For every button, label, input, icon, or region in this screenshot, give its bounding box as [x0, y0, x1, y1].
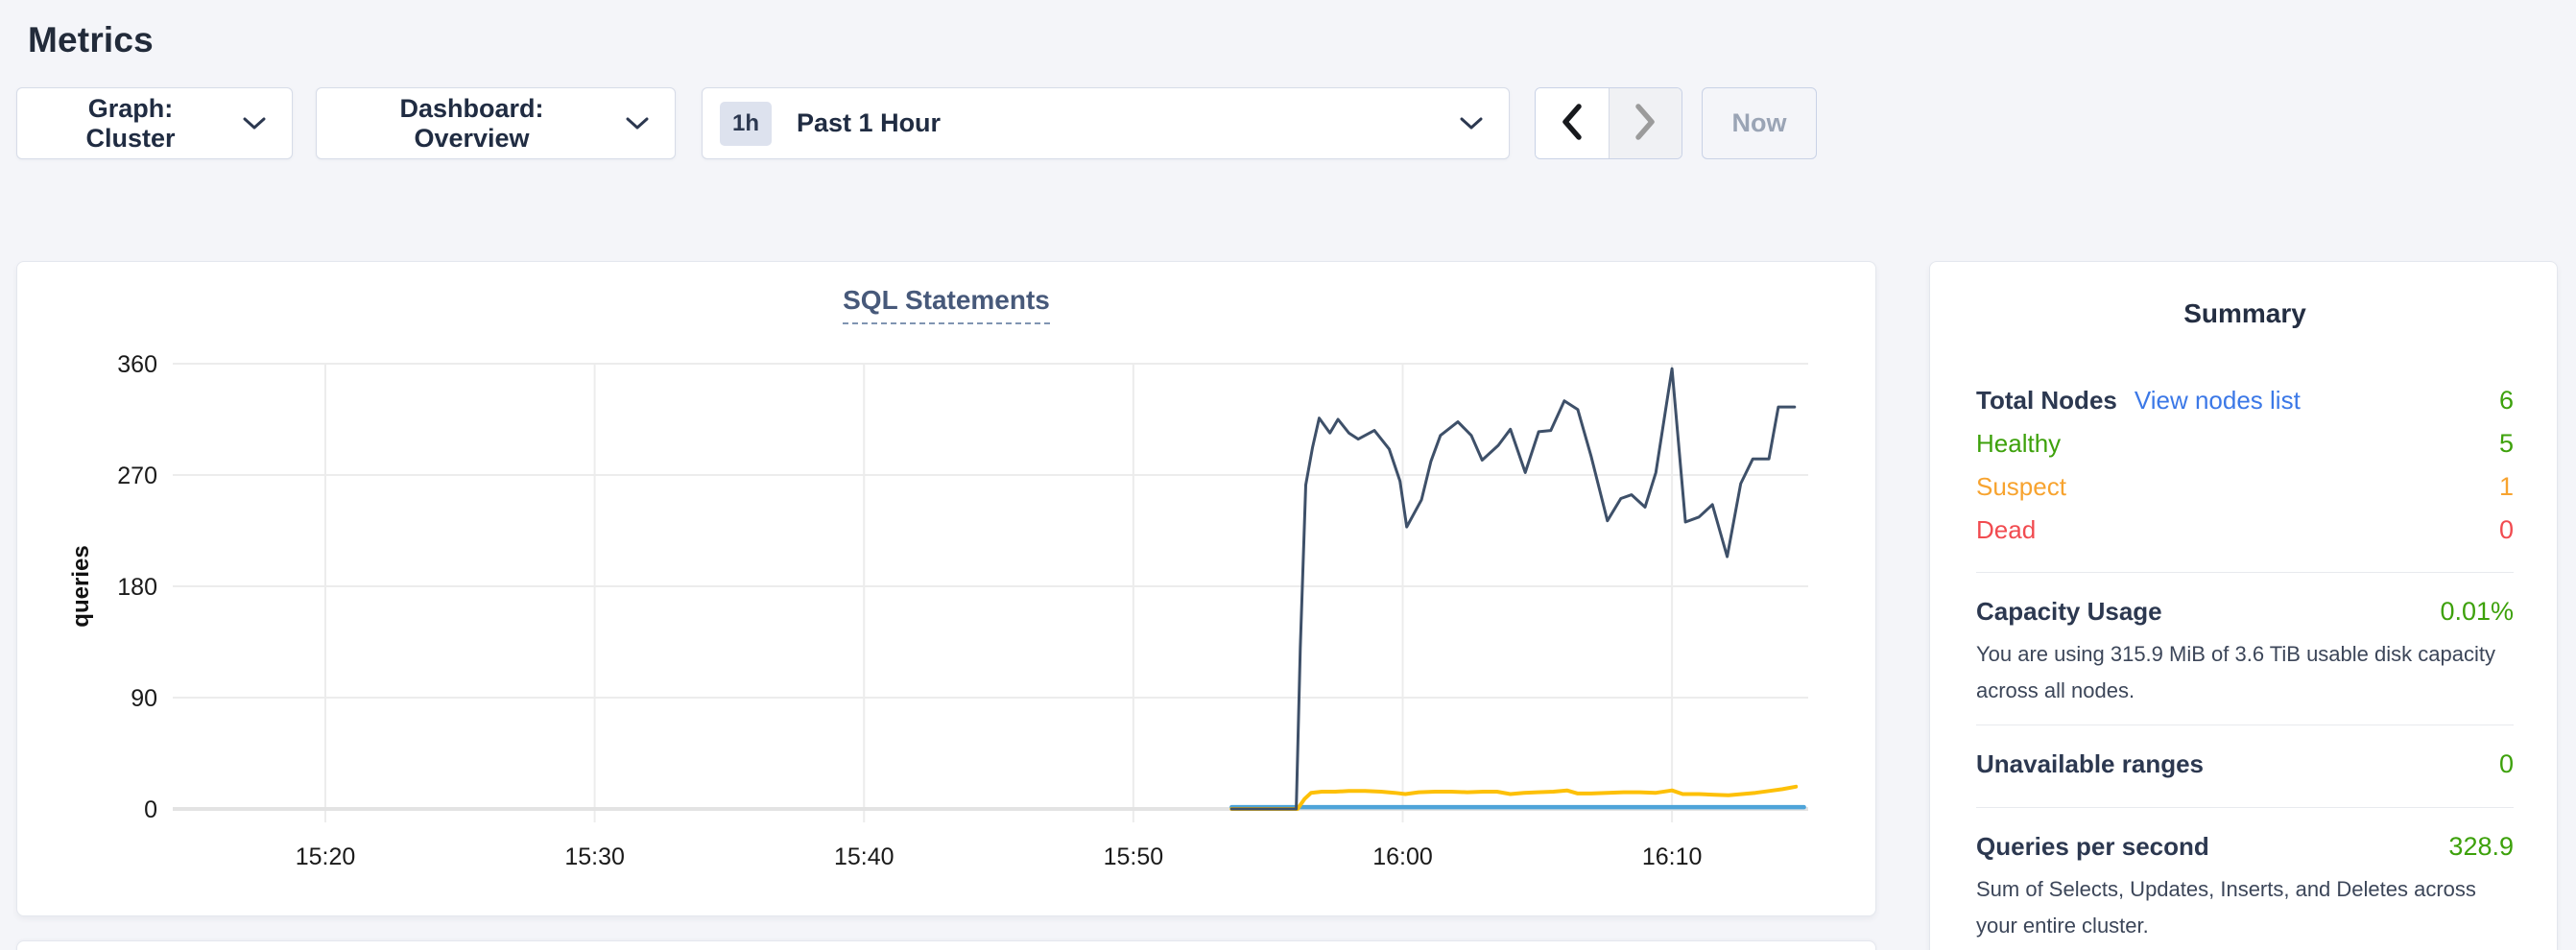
- queries-per-second-label: Queries per second: [1976, 832, 2209, 861]
- x-tick-label: 16:00: [1372, 843, 1433, 870]
- time-range-label: Past 1 Hour: [797, 108, 942, 137]
- y-tick-label: 180: [117, 574, 157, 601]
- chart-title-wrap: SQL Statements: [17, 285, 1875, 324]
- y-tick-label: 270: [117, 463, 157, 489]
- capacity-usage-label: Capacity Usage: [1976, 597, 2162, 626]
- sql-statements-chart-card: SQL Statements 15:20 15:30 15:40 15:50 16:00…: [16, 261, 1876, 916]
- suspect-value: 1: [2498, 472, 2514, 501]
- x-tick-label: 15:50: [1104, 843, 1164, 870]
- total-nodes-label: Total Nodes: [1976, 386, 2117, 415]
- capacity-usage-value: 0.01%: [2440, 597, 2514, 626]
- time-window-pager: [1535, 87, 1682, 159]
- summary-sidebar: Summary Total Nodes View nodes list 6 He…: [1929, 261, 2558, 950]
- chevron-left-icon: [1560, 102, 1585, 145]
- summary-title: Summary: [2183, 298, 2306, 328]
- x-tick-label: 15:40: [834, 843, 894, 870]
- y-tick-label: 360: [117, 351, 157, 378]
- dashboard-dropdown[interactable]: Dashboard: Overview: [316, 87, 676, 159]
- suspect-label: Suspect: [1976, 472, 2066, 501]
- dead-nodes-row: Dead 0: [1976, 509, 2514, 552]
- suspect-nodes-row: Suspect 1: [1976, 465, 2514, 509]
- unavailable-ranges-value: 0: [2498, 749, 2514, 778]
- series-navy-line: [1229, 367, 1797, 811]
- queries-per-second-value: 328.9: [2448, 832, 2514, 861]
- unavailable-ranges-label: Unavailable ranges: [1976, 749, 2204, 778]
- time-range-badge: 1h: [720, 101, 773, 146]
- capacity-usage-row: Capacity Usage 0.01%: [1976, 590, 2514, 633]
- chevron-down-icon: [1459, 108, 1484, 138]
- metrics-toolbar: Graph: Cluster Dashboard: Overview 1h Pa…: [16, 87, 1817, 159]
- total-nodes-row: Total Nodes View nodes list 6: [1976, 379, 2514, 422]
- unavailable-ranges-row: Unavailable ranges 0: [1976, 743, 2514, 786]
- x-tick-label: 15:20: [296, 843, 356, 870]
- view-nodes-list-link[interactable]: View nodes list: [2134, 386, 2301, 415]
- divider: [1976, 807, 2514, 808]
- y-tick-label: 0: [144, 796, 157, 823]
- healthy-value: 5: [2498, 429, 2514, 458]
- total-nodes-value: 6: [2498, 386, 2514, 415]
- page-title: Metrics: [28, 19, 154, 59]
- capacity-usage-description: You are using 315.9 MiB of 3.6 TiB usabl…: [1976, 642, 2495, 702]
- y-tick-label: 90: [131, 685, 157, 712]
- graph-dropdown-label: Graph: Cluster: [85, 93, 176, 153]
- dead-label: Dead: [1976, 515, 2037, 544]
- healthy-label: Healthy: [1976, 429, 2062, 458]
- dead-value: 0: [2498, 515, 2514, 544]
- dashboard-dropdown-label: Dashboard: Overview: [399, 93, 544, 153]
- chevron-down-icon: [242, 108, 267, 138]
- x-tick-label: 16:10: [1642, 843, 1703, 870]
- next-chart-card-partial: [16, 940, 1876, 950]
- chevron-down-icon: [625, 108, 650, 138]
- chevron-right-icon: [1633, 102, 1658, 145]
- series-yellow-line: [1229, 784, 1799, 811]
- chart-title[interactable]: SQL Statements: [843, 285, 1050, 324]
- sql-statements-chart[interactable]: 15:20 15:30 15:40 15:50 16:00 16:10 0 90 180 270 3…: [17, 262, 1877, 917]
- time-next-button[interactable]: [1608, 88, 1682, 158]
- nodes-block: Total Nodes View nodes list 6 Healthy 5 …: [1976, 379, 2514, 552]
- graph-dropdown[interactable]: Graph: Cluster: [16, 87, 293, 159]
- queries-per-second-description: Sum of Selects, Updates, Inserts, and De…: [1976, 877, 2476, 938]
- time-range-dropdown[interactable]: 1h Past 1 Hour: [702, 87, 1510, 159]
- divider: [1976, 572, 2514, 573]
- now-button[interactable]: Now: [1702, 87, 1817, 159]
- x-tick-label: 15:30: [564, 843, 625, 870]
- healthy-nodes-row: Healthy 5: [1976, 422, 2514, 465]
- queries-per-second-row: Queries per second 328.9: [1976, 825, 2514, 868]
- divider: [1976, 724, 2514, 725]
- time-prev-button[interactable]: [1536, 88, 1609, 158]
- y-axis-label: queries: [68, 545, 94, 627]
